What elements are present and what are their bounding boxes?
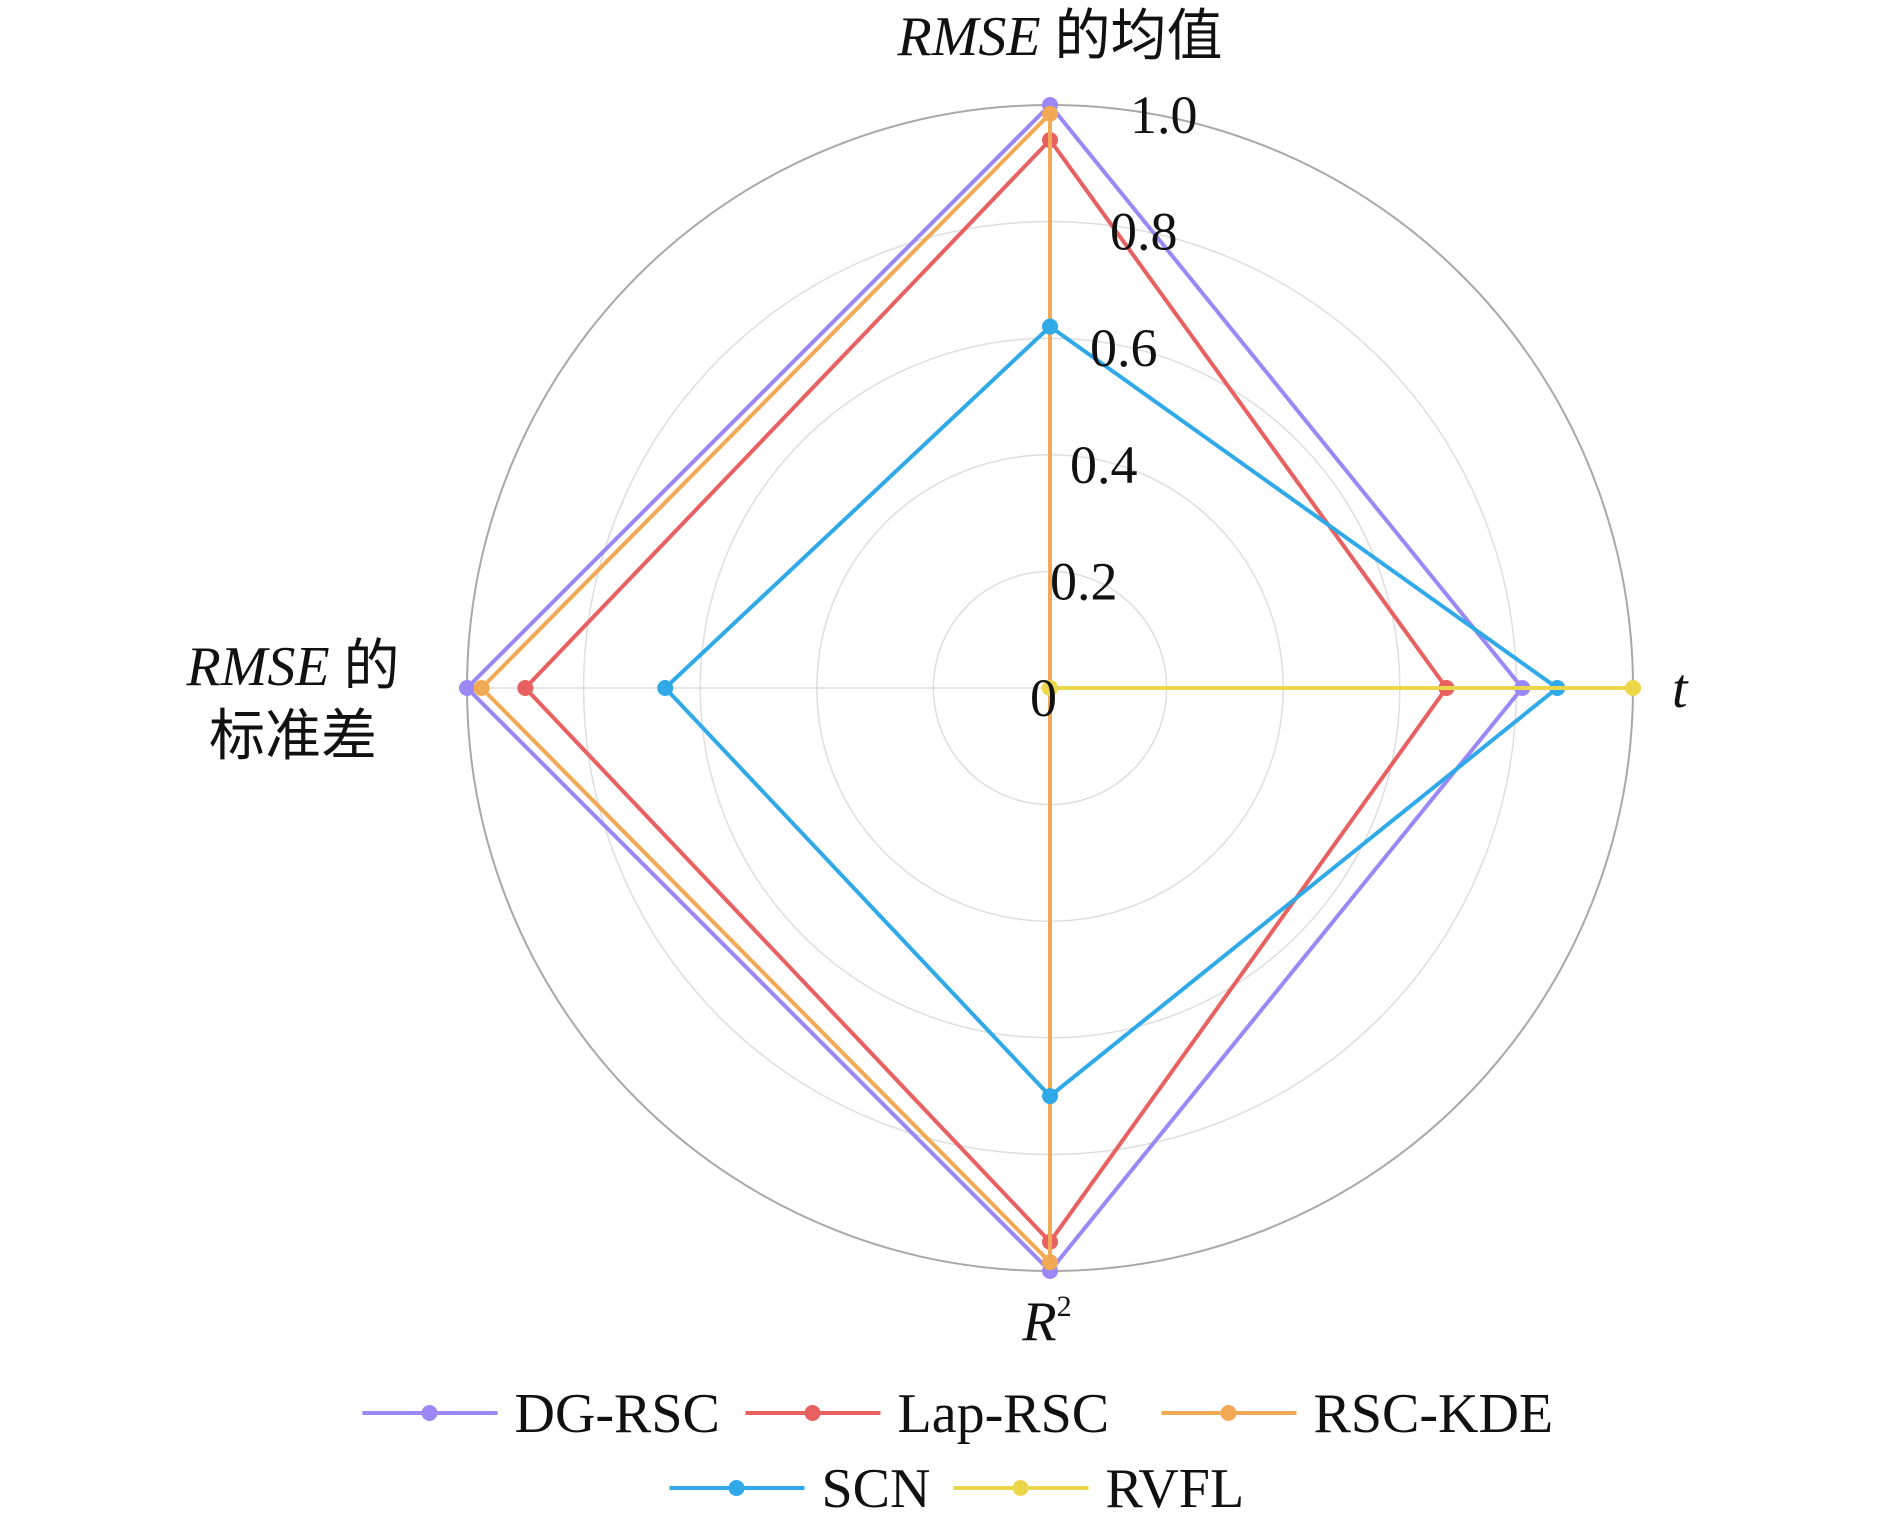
axis-label-bottom: R2 [1021,1290,1071,1353]
legend-label: DG-RSC [515,1383,720,1445]
legend-swatch-marker [1012,1480,1029,1496]
tick-label: 0.6 [1090,318,1158,378]
legend-swatch-marker [728,1480,745,1496]
axis-label-left-line2: 标准差 [209,706,377,768]
data-point-scn [1042,318,1058,335]
legend-item-dg-rsc: DG-RSC [362,1383,720,1445]
data-point-dg-rsc [459,680,475,696]
tick-label: 0 [1030,668,1057,728]
axis-label-left: RMSE 的 [185,636,399,698]
data-point-lap-rsc [517,680,534,696]
tick-label: 0.8 [1110,202,1178,262]
legend-swatch-marker [804,1405,821,1421]
data-point-rsc-kde [1042,1254,1058,1271]
data-point-rsc-kde [1042,105,1058,122]
data-point-scn [1042,1088,1058,1105]
tick-label: 1.0 [1130,85,1198,145]
axis-label-top: RMSE 的均值 [896,6,1222,68]
radial-tick-labels: 0 0.2 0.4 0.6 0.8 1.0 [1030,85,1198,728]
data-point-rsc-kde [473,680,490,696]
legend-label: RSC-KDE [1314,1383,1554,1445]
legend-swatch-marker [1220,1405,1237,1421]
legend-swatch-marker [421,1405,438,1421]
data-point-rvfl [1042,680,1058,696]
legend-item-lap-rsc: Lap-RSC [745,1383,1110,1445]
data-point-scn [657,680,674,696]
legend-item-rsc-kde: RSC-KDE [1161,1383,1554,1445]
legend-item-scn: SCN [669,1458,931,1518]
data-point-rvfl [1625,680,1641,696]
axis-label-right: t [1672,658,1689,720]
legend-label: SCN [822,1458,931,1518]
tick-label: 0.4 [1070,435,1138,495]
axis-labels: RMSE 的均值 t R2 RMSE 的 标准差 [185,6,1689,1353]
tick-label: 0.2 [1050,551,1118,611]
legend-label: RVFL [1106,1458,1245,1518]
legend-item-rvfl: RVFL [953,1458,1245,1518]
legend: DG-RSC Lap-RSC RSC-KDE SCN RVFL [362,1383,1554,1518]
radar-series [459,97,1641,1279]
legend-label: Lap-RSC [898,1383,1110,1445]
